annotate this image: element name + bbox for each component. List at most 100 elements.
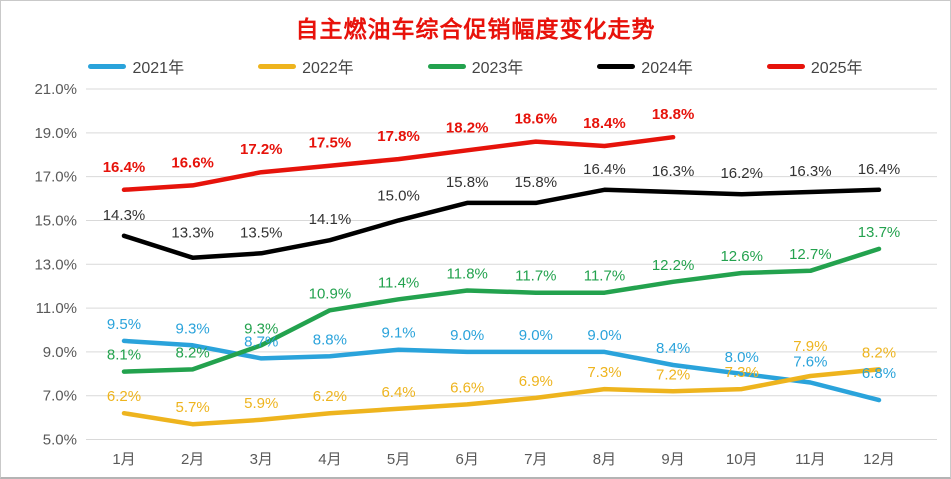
data-label-2021年-5月: 9.1%	[381, 325, 415, 342]
data-label-2021年-4月: 8.8%	[313, 331, 347, 348]
chart-title: 自主燃油车综合促销幅度变化走势	[295, 16, 656, 42]
series-line-2023年	[121, 246, 882, 374]
y-tick-label: 11.0%	[36, 300, 77, 317]
legend-marker-icon	[427, 63, 466, 69]
data-label-2021年-1月: 9.5%	[107, 316, 141, 333]
data-label-2023年-12月: 13.7%	[858, 224, 901, 241]
data-label-2022年-1月: 6.2%	[107, 388, 141, 405]
data-label-2023年-10月: 12.6%	[720, 248, 763, 265]
data-label-2021年-7月: 9.0%	[519, 327, 553, 344]
y-tick-label: 19.0%	[34, 125, 77, 142]
data-label-2024年-8月: 16.4%	[583, 161, 626, 178]
data-label-2021年-9月: 8.4%	[656, 340, 690, 357]
data-label-2024年-4月: 14.1%	[309, 211, 352, 228]
data-label-2023年-3月: 9.3%	[244, 320, 278, 337]
data-label-2024年-9月: 16.3%	[652, 163, 695, 180]
legend-label: 2024年	[641, 60, 693, 77]
x-tick-label: 7月	[524, 451, 547, 468]
data-label-2022年-12月: 8.2%	[862, 344, 896, 361]
data-label-2021年-6月: 9.0%	[450, 327, 484, 344]
data-label-2022年-4月: 6.2%	[313, 388, 347, 405]
series-line-2022年	[121, 367, 882, 427]
x-tick-label: 6月	[456, 451, 479, 468]
x-tick-label: 5月	[387, 451, 410, 468]
data-label-2021年-10月: 8.0%	[725, 349, 759, 366]
y-tick-label: 7.0%	[43, 388, 77, 405]
x-tick-label: 1月	[112, 451, 135, 468]
x-tick-label: 8月	[593, 451, 616, 468]
data-label-2022年-8月: 7.3%	[587, 364, 621, 381]
legend-marker-icon	[258, 63, 297, 69]
legend-item-2022年: 2022年	[258, 54, 354, 78]
legend-label: 2022年	[302, 60, 354, 77]
legend-item-2023年: 2023年	[427, 54, 524, 78]
data-label-2023年-11月: 12.7%	[789, 246, 832, 263]
y-tick-label: 13.0%	[34, 256, 77, 273]
data-label-2025年-8月: 18.4%	[583, 115, 626, 132]
x-tick-label: 12月	[863, 451, 895, 468]
data-label-2024年-12月: 16.4%	[858, 161, 901, 178]
data-label-2024年-10月: 16.2%	[720, 165, 763, 182]
data-label-2025年-4月: 17.5%	[309, 135, 352, 152]
y-tick-label: 9.0%	[43, 344, 77, 361]
data-label-2023年-7月: 11.7%	[515, 268, 556, 285]
y-tick-label: 5.0%	[43, 432, 77, 449]
data-label-2022年-6月: 6.6%	[450, 379, 484, 396]
x-tick-label: 3月	[250, 451, 273, 468]
data-label-2025年-9月: 18.8%	[652, 106, 695, 123]
data-label-2022年-9月: 7.2%	[656, 366, 690, 383]
data-label-2025年-5月: 17.8%	[377, 128, 420, 145]
legend-label: 2023年	[471, 60, 524, 77]
data-label-2022年-11月: 7.9%	[793, 338, 827, 355]
x-tick-label: 10月	[726, 451, 758, 468]
data-label-2024年-5月: 15.0%	[377, 187, 420, 204]
data-label-2021年-8月: 9.0%	[587, 327, 621, 344]
data-label-2023年-8月: 11.7%	[584, 268, 625, 285]
legend-label: 2021年	[132, 60, 185, 77]
data-label-2025年-2月: 16.6%	[171, 154, 214, 171]
legend-item-2024年: 2024年	[597, 54, 693, 78]
data-label-2021年-3月: 8.7%	[244, 333, 278, 350]
x-tick-label: 11月	[795, 451, 826, 468]
legend-marker-icon	[88, 63, 127, 69]
data-label-2023年-4月: 10.9%	[309, 285, 352, 302]
data-label-2024年-1月: 14.3%	[103, 207, 146, 224]
legend-marker-icon	[766, 63, 805, 69]
data-label-2022年-3月: 5.9%	[244, 395, 278, 412]
x-tick-label: 9月	[661, 451, 684, 468]
data-label-2024年-11月: 16.3%	[789, 163, 832, 180]
data-label-2025年-1月: 16.4%	[103, 159, 146, 176]
data-label-2025年-6月: 18.2%	[446, 119, 489, 136]
data-label-2023年-6月: 11.8%	[446, 266, 487, 283]
legend-item-2025年: 2025年	[766, 54, 863, 78]
data-label-2024年-2月: 13.3%	[171, 225, 214, 242]
chart-legend: 2021年 2022年 2023年 2024年 2025年	[1, 53, 950, 79]
data-label-2025年-7月: 18.6%	[515, 111, 558, 128]
series-line-2025年	[121, 134, 676, 193]
legend-label: 2025年	[810, 60, 863, 77]
data-label-2022年-2月: 5.7%	[176, 399, 210, 416]
data-label-2021年-12月: 6.8%	[862, 365, 896, 382]
data-label-2023年-1月: 8.1%	[107, 347, 141, 364]
series-line-2024年	[121, 187, 882, 260]
data-label-2024年-6月: 15.8%	[446, 174, 489, 191]
data-label-2022年-10月: 7.3%	[725, 364, 759, 381]
data-label-2024年-3月: 13.5%	[240, 224, 283, 241]
y-tick-label: 21.0%	[34, 81, 77, 98]
data-label-2023年-9月: 12.2%	[652, 257, 695, 274]
data-label-2025年-3月: 17.2%	[240, 141, 283, 158]
legend-marker-icon	[597, 63, 636, 69]
x-tick-label: 2月	[181, 451, 204, 468]
data-label-2021年-2月: 9.3%	[176, 320, 210, 337]
data-label-2023年-5月: 11.4%	[378, 274, 419, 291]
x-tick-label: 4月	[318, 451, 341, 468]
data-label-2024年-7月: 15.8%	[515, 174, 558, 191]
data-label-2023年-2月: 8.2%	[176, 344, 210, 361]
y-tick-label: 15.0%	[34, 212, 77, 229]
legend-item-2021年: 2021年	[88, 54, 184, 78]
data-label-2022年-7月: 6.9%	[519, 373, 553, 390]
data-label-2021年-11月: 7.6%	[793, 354, 827, 371]
y-tick-label: 17.0%	[34, 169, 77, 186]
